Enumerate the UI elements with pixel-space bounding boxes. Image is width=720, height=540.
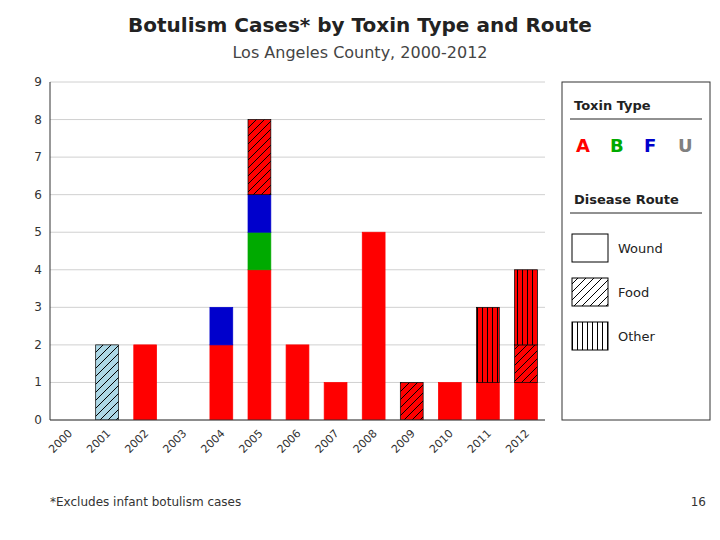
bar-segment (476, 382, 499, 420)
x-tick-label: 2003 (160, 427, 189, 456)
legend-toxin: F (644, 135, 656, 156)
y-tick-label: 7 (34, 150, 42, 164)
legend-toxin: U (678, 135, 693, 156)
legend-frame (562, 82, 710, 420)
title: Botulism Cases* by Toxin Type and Route (128, 13, 592, 37)
legend: Toxin Type ABF U Disease Route Wound Food Othe… (562, 82, 710, 420)
x-tick-label: 2002 (122, 427, 151, 456)
x-tick-label: 2004 (198, 427, 227, 456)
bar-segment (476, 307, 499, 382)
bar-segment (248, 232, 271, 270)
legend-swatch (572, 234, 608, 262)
bars (96, 120, 538, 420)
x-tick-label: 2001 (84, 427, 113, 456)
footnote: *Excludes infant botulism cases (50, 495, 241, 509)
x-tick-label: 2008 (351, 427, 380, 456)
legend-title: Disease Route (574, 192, 679, 207)
x-tick-label: 2009 (389, 427, 418, 456)
bar-segment (248, 270, 271, 420)
bar-segment (286, 345, 309, 420)
grid-line (50, 194, 545, 195)
x-tick-label: 2007 (313, 427, 342, 456)
chart: Botulism Cases* by Toxin Type and Route L… (0, 0, 720, 540)
grid-line (50, 232, 545, 233)
grid (50, 82, 545, 420)
grid-line (50, 269, 545, 270)
grid-line (50, 157, 545, 158)
bar-segment (96, 345, 119, 420)
legend-route: Food (618, 285, 649, 300)
bar-segment (324, 382, 347, 420)
legend-toxin: A (576, 135, 590, 156)
page-number: 16 (691, 495, 706, 509)
y-tick-label: 3 (34, 300, 42, 314)
bar-segment (362, 232, 385, 420)
y-tick-label: 6 (34, 188, 42, 202)
y-tick-label: 5 (34, 225, 42, 239)
x-tick-label: 2000 (46, 427, 75, 456)
legend-swatch (572, 278, 608, 306)
y-tick-label: 9 (34, 75, 42, 89)
y-tick-label: 4 (34, 263, 42, 277)
bar-segment (515, 270, 538, 345)
bar-segment (210, 345, 233, 420)
bar-segment (134, 345, 157, 420)
grid-line (50, 420, 545, 421)
y-tick-label: 2 (34, 338, 42, 352)
grid-line (50, 82, 545, 83)
x-tick-label: 2006 (275, 427, 304, 456)
grid-line (50, 119, 545, 120)
y-axis (50, 82, 51, 420)
legend-underline (570, 119, 702, 120)
x-axis (50, 420, 545, 421)
x-tick-label: 2005 (237, 427, 266, 456)
y-tick-label: 0 (34, 413, 42, 427)
legend-underline (570, 213, 702, 214)
bar-segment (248, 195, 271, 233)
legend-route: Wound (618, 241, 663, 256)
legend-toxin: B (610, 135, 624, 156)
subtitle: Los Angeles County, 2000-2012 (232, 43, 487, 62)
bar-segment (515, 382, 538, 420)
bar-segment (515, 345, 538, 383)
legend-title: Toxin Type (574, 98, 651, 113)
bar-segment (438, 382, 461, 420)
bar-segment (210, 307, 233, 345)
y-tick-label: 8 (34, 113, 42, 127)
x-tick-label: 2012 (503, 427, 532, 456)
legend-swatch (572, 322, 608, 350)
y-tick-label: 1 (34, 375, 42, 389)
bar-segment (400, 382, 423, 420)
grid-line (50, 307, 545, 308)
x-tick-label: 2011 (465, 427, 494, 456)
bar-segment (248, 120, 271, 195)
x-tick-label: 2010 (427, 427, 456, 456)
legend-route: Other (618, 329, 656, 344)
